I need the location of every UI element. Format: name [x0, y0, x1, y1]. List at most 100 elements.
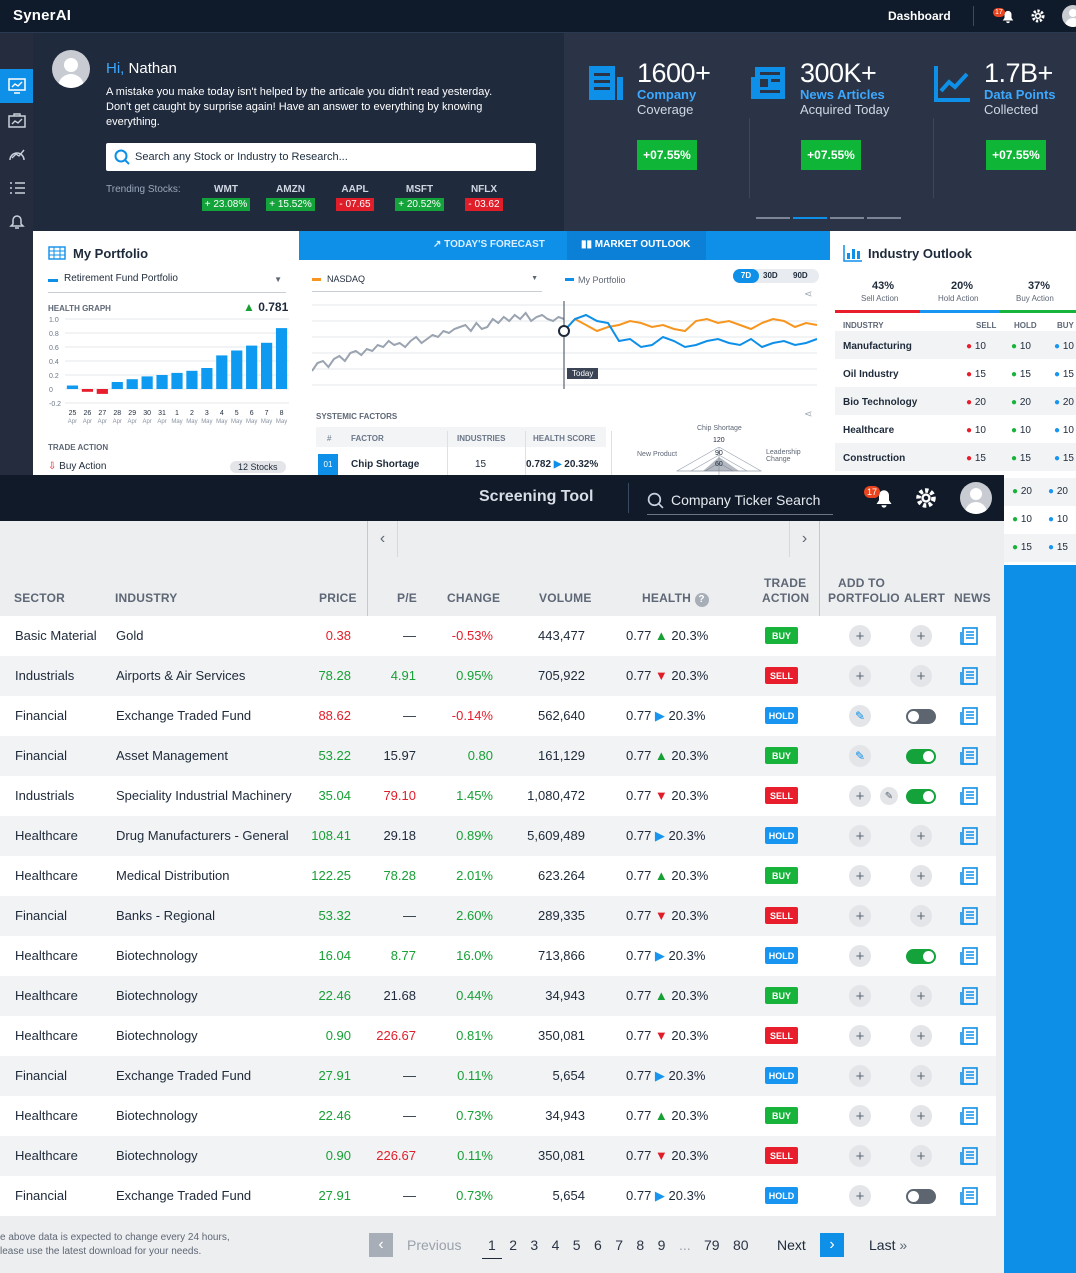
industry-row[interactable]: Healthcare ● 10 ● 10 ● 10 [835, 415, 1076, 443]
trade-action-badge[interactable]: SELL [765, 1027, 798, 1044]
col-change[interactable]: CHANGE [447, 591, 501, 605]
health-bar[interactable] [111, 382, 123, 389]
stat-change-button[interactable]: +07.55% [637, 140, 697, 170]
trending-stock[interactable]: AAPL - 07.65 [329, 184, 381, 211]
edit-portfolio-button[interactable]: ✎ [849, 705, 871, 727]
industry-row[interactable]: Construction ● 15 ● 15 ● 15 [835, 443, 1076, 471]
page-6[interactable]: 6 [594, 1237, 602, 1253]
trending-stock[interactable]: WMT + 23.08% [200, 184, 252, 211]
table-row[interactable]: Healthcare Biotechnology 22.46 21.68 0.44% 34… [0, 976, 996, 1016]
edit-alert-button[interactable]: ✎ [880, 787, 898, 805]
stat-change-button[interactable]: +07.55% [801, 140, 861, 170]
health-bar[interactable] [156, 375, 168, 389]
col-volume[interactable]: VOLUME [539, 591, 592, 605]
table-row[interactable]: Financial Exchange Traded Fund 27.91 — 0.11%… [0, 1056, 996, 1096]
screening-notification-button[interactable]: 17 [864, 486, 896, 512]
trending-stock[interactable]: AMZN + 15.52% [265, 184, 317, 211]
app-logo[interactable]: SynerAI [13, 7, 72, 24]
tab-market-outlook[interactable] [567, 231, 706, 260]
table-row[interactable]: Healthcare Drug Manufacturers - General 10… [0, 816, 996, 856]
gear-icon[interactable] [1030, 8, 1046, 24]
index-select[interactable]: NASDAQ ▼ [312, 274, 542, 292]
alert-toggle[interactable] [906, 749, 936, 764]
share-icon[interactable]: ⋖ [804, 289, 813, 300]
sidebar-item-alerts[interactable] [0, 205, 33, 239]
sidebar-item-list[interactable] [0, 171, 33, 205]
next-arrow-button[interactable]: › [820, 1233, 844, 1257]
page-1[interactable]: 1 [482, 1237, 502, 1259]
add-alert-button[interactable]: + [910, 905, 932, 927]
scroll-left-button[interactable]: ‹ [368, 521, 398, 557]
range-30d[interactable]: 30D [763, 271, 778, 280]
avatar[interactable] [1062, 5, 1076, 27]
page-5[interactable]: 5 [572, 1237, 581, 1253]
add-portfolio-button[interactable]: + [849, 785, 871, 807]
page-80[interactable]: 80 [733, 1237, 749, 1253]
add-portfolio-button[interactable]: + [849, 1105, 871, 1127]
trade-action-badge[interactable]: SELL [765, 667, 798, 684]
table-row[interactable]: Healthcare Biotechnology 22.46 — 0.73% 34,943… [0, 1096, 996, 1136]
trade-action-badge[interactable]: SELL [765, 1147, 798, 1164]
col-industry[interactable]: INDUSTRY [115, 591, 178, 605]
carousel-dot-4[interactable] [867, 217, 901, 219]
table-row[interactable]: Industrials Airports & Air Services 78.28 4… [0, 656, 996, 696]
add-alert-button[interactable]: + [910, 625, 932, 647]
news-button[interactable] [959, 666, 979, 686]
health-bar[interactable] [201, 368, 213, 389]
trade-action-badge[interactable]: SELL [765, 787, 798, 804]
industry-row[interactable]: Manufacturing ● 10 ● 10 ● 10 [835, 331, 1076, 359]
nav-dashboard[interactable]: Dashboard [888, 9, 951, 23]
page-3[interactable]: 3 [530, 1237, 539, 1253]
profile-avatar[interactable] [960, 482, 992, 514]
table-row[interactable]: Healthcare Medical Distribution 122.25 78.2… [0, 856, 996, 896]
page-9[interactable]: 9 [657, 1237, 666, 1253]
notification-button[interactable]: 17 [993, 8, 1015, 24]
stock-search-input[interactable]: Search any Stock or Industry to Research… [106, 143, 536, 171]
table-row[interactable]: Financial Asset Management 53.22 15.97 0.80 1… [0, 736, 996, 776]
health-bar[interactable] [261, 342, 273, 389]
add-portfolio-button[interactable]: + [849, 1185, 871, 1207]
add-alert-button[interactable]: + [910, 665, 932, 687]
col-sector[interactable]: SECTOR [14, 591, 65, 605]
add-alert-button[interactable]: + [910, 1025, 932, 1047]
settings-gear-icon[interactable] [914, 486, 938, 510]
news-button[interactable] [959, 1066, 979, 1086]
range-90d[interactable]: 90D [793, 271, 808, 280]
add-portfolio-button[interactable]: + [849, 905, 871, 927]
news-button[interactable] [959, 706, 979, 726]
help-icon[interactable]: ? [694, 593, 709, 607]
trending-stock[interactable]: NFLX - 03.62 [458, 184, 510, 211]
trade-action-badge[interactable]: BUY [765, 867, 798, 884]
sidebar-item-analytics[interactable] [0, 137, 33, 171]
add-alert-button[interactable]: + [910, 1145, 932, 1167]
health-bar[interactable] [275, 328, 288, 389]
add-portfolio-button[interactable]: + [849, 1145, 871, 1167]
carousel-dot-3[interactable] [830, 217, 864, 219]
industry-row[interactable]: Bio Technology ● 20 ● 20 ● 20 [835, 387, 1076, 415]
news-button[interactable] [959, 626, 979, 646]
alert-toggle[interactable] [906, 949, 936, 964]
news-button[interactable] [959, 826, 979, 846]
add-alert-button[interactable]: + [910, 1105, 932, 1127]
sidebar-item-portfolio[interactable] [0, 103, 33, 137]
page-2[interactable]: 2 [509, 1237, 517, 1253]
table-row[interactable]: Industrials Speciality Industrial Machine… [0, 776, 996, 816]
news-button[interactable] [959, 1186, 979, 1206]
add-portfolio-button[interactable]: + [849, 985, 871, 1007]
trade-action-badge[interactable]: HOLD [765, 947, 798, 964]
alert-toggle[interactable] [906, 709, 936, 724]
add-portfolio-button[interactable]: + [849, 945, 871, 967]
portfolio-select[interactable]: Retirement Fund Portfolio ▼ [48, 273, 286, 293]
news-button[interactable] [959, 1106, 979, 1126]
add-portfolio-button[interactable]: + [849, 665, 871, 687]
table-row[interactable]: Financial Exchange Traded Fund 88.62 — -0.14… [0, 696, 996, 736]
add-portfolio-button[interactable]: + [849, 625, 871, 647]
news-button[interactable] [959, 866, 979, 886]
col-pe[interactable]: P/E [397, 591, 417, 605]
scroll-right-button[interactable]: › [789, 521, 819, 557]
news-button[interactable] [959, 946, 979, 966]
page-79[interactable]: 79 [704, 1237, 720, 1253]
industry-row[interactable]: Oil Industry ● 15 ● 15 ● 15 [835, 359, 1076, 387]
alert-toggle[interactable] [906, 789, 936, 804]
range-7d[interactable]: 7D [733, 269, 759, 283]
